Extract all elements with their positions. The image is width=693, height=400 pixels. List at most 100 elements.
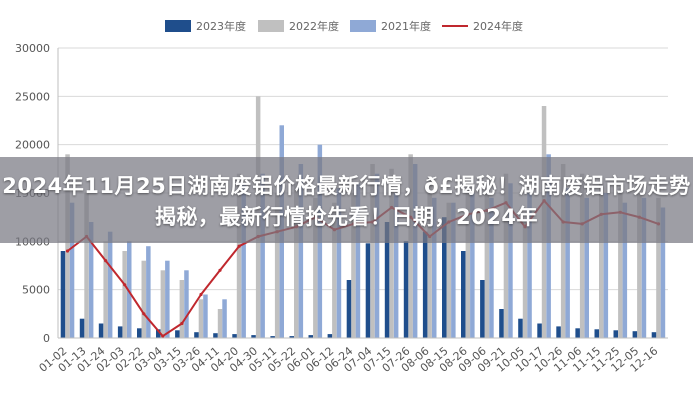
legend-label-2023: 2023年度 <box>196 20 246 33</box>
legend-item-2023: 2023年度 <box>165 16 246 36</box>
bar-2022年度 <box>84 193 89 338</box>
title-overlay-banner: 2024年11月25日湖南废铝价格最新行情，ð£揭秘！湖南废铝市场走势揭秘，最新… <box>0 157 693 243</box>
bar-2023年度 <box>327 334 333 338</box>
bar-2022年度 <box>160 270 166 338</box>
legend-item-2022: 2022年度 <box>258 16 339 36</box>
bar-2023年度 <box>289 336 294 338</box>
bar-2023年度 <box>98 323 104 338</box>
bar-2021年度 <box>565 188 570 338</box>
bar-2022年度 <box>179 280 185 338</box>
bar-2023年度 <box>461 251 466 338</box>
bar-2022年度 <box>351 193 356 338</box>
bar-2022年度 <box>484 183 490 338</box>
point-2024年度 <box>123 283 127 287</box>
bar-2021年度 <box>165 260 170 338</box>
legend-swatch-2021 <box>350 20 376 32</box>
point-2024年度 <box>142 312 146 316</box>
bar-2023年度 <box>270 336 275 338</box>
point-2024年度 <box>65 249 70 253</box>
bar-2022年度 <box>198 299 204 338</box>
legend-swatch-2023 <box>165 20 191 32</box>
legend-label-2021: 2021年度 <box>381 20 431 33</box>
bar-2021年度 <box>88 222 94 338</box>
bar-2023年度 <box>308 335 313 338</box>
bar-series <box>60 96 666 338</box>
y-tick-label: 5000 <box>22 284 50 297</box>
bar-2023年度 <box>117 326 123 338</box>
bar-2021年度 <box>222 299 227 338</box>
bar-2021年度 <box>622 202 628 338</box>
bar-2023年度 <box>365 243 371 338</box>
y-tick-label: 30000 <box>15 42 50 55</box>
bar-2023年度 <box>346 280 352 338</box>
bar-2022年度 <box>618 188 623 338</box>
bar-2022年度 <box>122 251 127 338</box>
bar-2022年度 <box>65 154 70 338</box>
bar-2022年度 <box>274 193 280 338</box>
bar-2021年度 <box>374 173 380 338</box>
bar-2023年度 <box>632 331 638 338</box>
bar-2021年度 <box>660 207 666 338</box>
bar-2021年度 <box>241 183 246 338</box>
bar-2023年度 <box>156 329 161 338</box>
bar-2021年度 <box>69 202 75 338</box>
bar-2023年度 <box>384 222 390 338</box>
bar-2021年度 <box>546 154 551 338</box>
bar-2021年度 <box>470 193 475 338</box>
overlay-title-text: 2024年11月25日湖南废铝价格最新行情，ð£揭秘！湖南废铝市场走势揭秘，最新… <box>2 174 691 229</box>
bar-2021年度 <box>336 188 342 338</box>
bar-2022年度 <box>236 173 242 338</box>
bar-2023年度 <box>556 326 561 338</box>
bar-2021年度 <box>355 183 361 338</box>
bar-2022年度 <box>560 164 566 338</box>
bar-2022年度 <box>465 188 471 338</box>
bar-2023年度 <box>518 318 523 338</box>
bar-2021年度 <box>508 183 513 338</box>
bar-2021年度 <box>584 197 589 338</box>
point-2024年度 <box>199 292 203 297</box>
bar-2022年度 <box>522 222 528 338</box>
bar-2023年度 <box>79 318 85 338</box>
legend-item-2024: 2024年度 <box>442 16 523 36</box>
bar-2021年度 <box>298 164 304 338</box>
bar-2023年度 <box>422 231 428 338</box>
bar-2022年度 <box>446 202 451 338</box>
bar-2021年度 <box>184 270 189 338</box>
bar-2022年度 <box>217 309 223 338</box>
bar-2021年度 <box>641 197 647 338</box>
bar-2021年度 <box>107 231 113 338</box>
bar-2022年度 <box>332 202 337 338</box>
bar-2023年度 <box>251 335 256 338</box>
bar-2023年度 <box>60 251 66 338</box>
bar-2022年度 <box>294 183 299 338</box>
bar-2023年度 <box>575 328 580 338</box>
bar-2023年度 <box>499 309 504 338</box>
y-tick-label: 20000 <box>15 139 50 152</box>
point-2024年度 <box>237 244 241 248</box>
y-tick-label: 0 <box>43 332 50 345</box>
bar-2022年度 <box>427 178 432 338</box>
bar-2023年度 <box>613 330 618 338</box>
point-2024年度 <box>218 268 222 272</box>
bar-2023年度 <box>442 217 447 338</box>
legend-item-2021: 2021年度 <box>350 16 431 36</box>
bar-2023年度 <box>137 328 142 338</box>
bar-2022年度 <box>503 173 509 338</box>
bar-2023年度 <box>480 280 485 338</box>
bar-2021年度 <box>432 197 437 338</box>
legend-swatch-2022 <box>258 20 284 32</box>
bar-2022年度 <box>637 193 642 338</box>
bar-2022年度 <box>103 241 108 338</box>
bar-2023年度 <box>651 332 657 338</box>
bar-2023年度 <box>194 332 199 338</box>
bar-2021年度 <box>527 193 532 338</box>
legend-swatch-2024 <box>442 25 468 27</box>
y-tick-label: 25000 <box>15 90 50 103</box>
bar-2022年度 <box>389 168 394 338</box>
bar-2021年度 <box>412 164 418 338</box>
bar-2023年度 <box>232 334 237 338</box>
bar-2021年度 <box>146 246 151 338</box>
bar-2023年度 <box>594 329 599 338</box>
bar-2022年度 <box>408 154 413 338</box>
